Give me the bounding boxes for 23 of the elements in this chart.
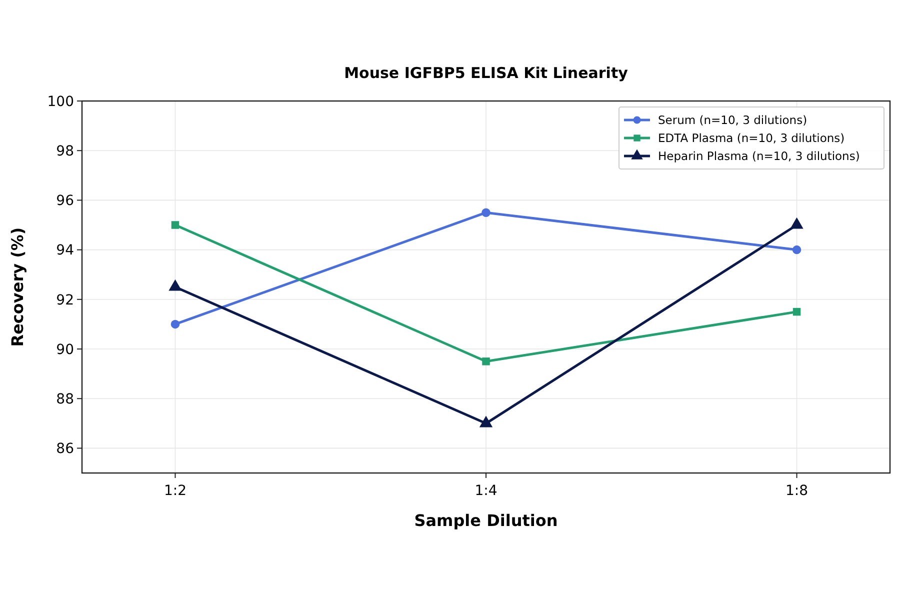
point: [792, 245, 802, 254]
legend-label: Serum (n=10, 3 dilutions): [658, 113, 808, 128]
point: [792, 308, 801, 316]
y-axis-title: Recovery (%): [8, 227, 27, 347]
y-tick-label: 100: [47, 94, 74, 110]
y-tick-label: 96: [56, 193, 74, 210]
x-axis-title: Sample Dilution: [414, 511, 558, 530]
y-tick-label: 98: [56, 144, 74, 160]
point: [170, 320, 180, 329]
x-tick-label: 1:8: [786, 483, 808, 499]
y-tick-label: 94: [56, 242, 74, 259]
legend-label: EDTA Plasma (n=10, 3 dilutions): [658, 131, 845, 146]
y-tick-label: 86: [56, 441, 74, 458]
y-tick-label: 92: [56, 292, 74, 308]
y-tick-label: 90: [56, 342, 74, 358]
legend-label: Heparin Plasma (n=10, 3 dilutions): [658, 149, 860, 164]
chart-title: Mouse IGFBP5 ELISA Kit Linearity: [344, 64, 628, 82]
x-tick-label: 1:4: [474, 483, 498, 499]
point: [482, 358, 490, 366]
x-tick-label: 1:2: [164, 483, 186, 499]
point: [171, 221, 180, 229]
point: [482, 208, 490, 217]
y-tick-label: 88: [56, 392, 74, 408]
